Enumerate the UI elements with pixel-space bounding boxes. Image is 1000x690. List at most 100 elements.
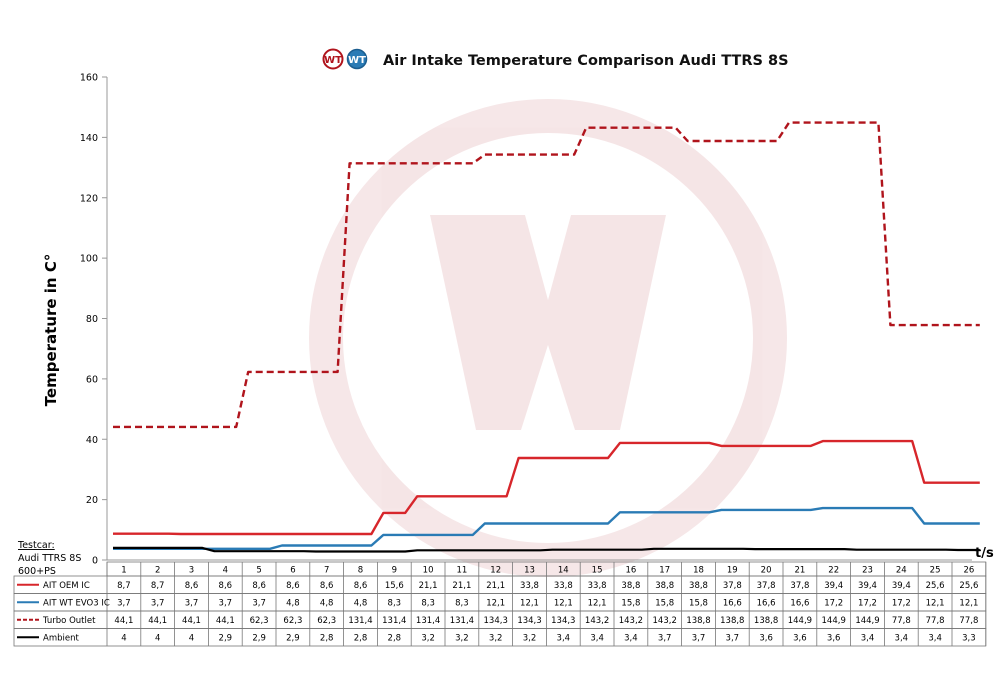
y-tick-label: 140 — [80, 133, 98, 144]
x-category-label: 17 — [659, 566, 670, 576]
x-category-label: 23 — [862, 566, 873, 576]
x-category-label: 9 — [392, 566, 397, 576]
table-cell-value: 134,3 — [551, 616, 575, 626]
table-cell-value: 12,1 — [959, 598, 978, 608]
x-category-label: 24 — [896, 566, 907, 576]
y-tick-label: 80 — [86, 314, 98, 325]
table-cell-value: 8,6 — [320, 581, 334, 591]
wt-logo-red: WT — [322, 48, 344, 70]
x-category-label: 3 — [189, 566, 194, 576]
table-cell-value: 2,8 — [354, 633, 368, 643]
table-cell-value: 3,7 — [117, 598, 131, 608]
table-cell-value: 131,4 — [450, 616, 474, 626]
legend-label: AIT OEM IC — [43, 581, 90, 591]
table-cell-value: 44,1 — [216, 616, 235, 626]
table-cell-value: 38,8 — [655, 581, 674, 591]
table-cell-value: 8,6 — [252, 581, 266, 591]
x-category-label: 7 — [324, 566, 329, 576]
legend-label: AIT WT EVO3 IC — [43, 598, 110, 608]
x-axis-label: t/s — [975, 546, 994, 561]
table-cell-value: 17,2 — [824, 598, 843, 608]
table-cell-value: 25,6 — [959, 581, 978, 591]
table-cell-value: 16,6 — [723, 598, 742, 608]
table-cell-value: 17,2 — [892, 598, 911, 608]
wt-logo-blue: WT — [346, 48, 368, 70]
table-cell-value: 3,2 — [421, 633, 435, 643]
table-cell-value: 17,2 — [858, 598, 877, 608]
table-cell-value: 39,4 — [858, 581, 877, 591]
table-cell-value: 134,3 — [517, 616, 541, 626]
table-cell-value: 12,1 — [486, 598, 505, 608]
table-cell-value: 4 — [155, 633, 160, 643]
testcar-label: Testcar: — [17, 540, 55, 551]
table-cell-value: 144,9 — [855, 616, 879, 626]
table-cell-value: 3,2 — [455, 633, 469, 643]
table-cell-value: 62,3 — [283, 616, 302, 626]
series-line-ambient — [113, 546, 980, 553]
x-category-label: 22 — [828, 566, 839, 576]
table-cell-value: 44,1 — [114, 616, 133, 626]
table-cell-value: 138,8 — [754, 616, 778, 626]
table-cell-value: 4 — [121, 633, 126, 643]
table-cell-value: 21,1 — [452, 581, 471, 591]
table-cell-value: 143,2 — [585, 616, 609, 626]
chart-title: Air Intake Temperature Comparison Audi T… — [383, 53, 789, 69]
table-cell-value: 3,7 — [726, 633, 740, 643]
x-category-label: 18 — [693, 566, 704, 576]
table-cell-value: 138,8 — [720, 616, 744, 626]
table-cell-value: 143,2 — [619, 616, 643, 626]
table-cell-value: 39,4 — [824, 581, 843, 591]
x-category-label: 8 — [358, 566, 363, 576]
table-cell-value: 3,4 — [624, 633, 638, 643]
table-cell-value: 3,2 — [489, 633, 503, 643]
table-cell-value: 37,8 — [757, 581, 776, 591]
table-cell-value: 3,4 — [928, 633, 942, 643]
x-category-label: 20 — [761, 566, 772, 576]
legend-label: Ambient — [43, 633, 79, 643]
table-cell-value: 16,6 — [790, 598, 809, 608]
x-category-label: 15 — [592, 566, 603, 576]
table-cell-value: 138,8 — [686, 616, 710, 626]
table-cell-value: 131,4 — [382, 616, 406, 626]
table-cell-value: 3,4 — [557, 633, 571, 643]
table-cell-value: 44,1 — [148, 616, 167, 626]
table-cell-value: 8,6 — [286, 581, 300, 591]
table-cell-value: 8,3 — [421, 598, 435, 608]
table-cell-value: 3,2 — [523, 633, 537, 643]
table-cell-value: 33,8 — [588, 581, 607, 591]
y-axis-label: Temperature in C° — [42, 254, 60, 407]
table-cell-value: 3,7 — [151, 598, 165, 608]
x-category-label: 5 — [256, 566, 261, 576]
table-cell-value: 62,3 — [250, 616, 269, 626]
table-cell-value: 144,9 — [822, 616, 846, 626]
table-cell-value: 12,1 — [926, 598, 945, 608]
table-cell-value: 38,8 — [621, 581, 640, 591]
table-cell-value: 8,3 — [388, 598, 402, 608]
x-category-label: 1 — [121, 566, 126, 576]
testcar-model: Audi TTRS 8S — [18, 553, 81, 564]
table-cell-value: 2,9 — [286, 633, 300, 643]
y-tick-label: 100 — [80, 254, 98, 265]
table-cell-value: 4 — [189, 633, 194, 643]
legend-label: Turbo Outlet — [42, 616, 96, 626]
y-tick-label: 160 — [80, 73, 98, 84]
series-line-turbo-outlet — [113, 121, 980, 429]
table-cell-value: 8,7 — [151, 581, 165, 591]
table-cell-value: 12,1 — [588, 598, 607, 608]
x-category-label: 2 — [155, 566, 160, 576]
watermark-logo — [309, 99, 787, 577]
table-cell-value: 4,8 — [320, 598, 334, 608]
x-category-label: 16 — [625, 566, 636, 576]
table-cell-value: 3,7 — [658, 633, 672, 643]
table-cell-value: 3,4 — [895, 633, 909, 643]
table-cell-value: 144,9 — [788, 616, 812, 626]
x-category-label: 25 — [930, 566, 941, 576]
table-cell-value: 3,6 — [793, 633, 807, 643]
x-category-label: 14 — [558, 566, 569, 576]
x-category-label: 6 — [290, 566, 295, 576]
table-cell-value: 3,7 — [219, 598, 233, 608]
table-cell-value: 15,8 — [689, 598, 708, 608]
x-category-label: 19 — [727, 566, 738, 576]
table-cell-value: 3,6 — [759, 633, 773, 643]
